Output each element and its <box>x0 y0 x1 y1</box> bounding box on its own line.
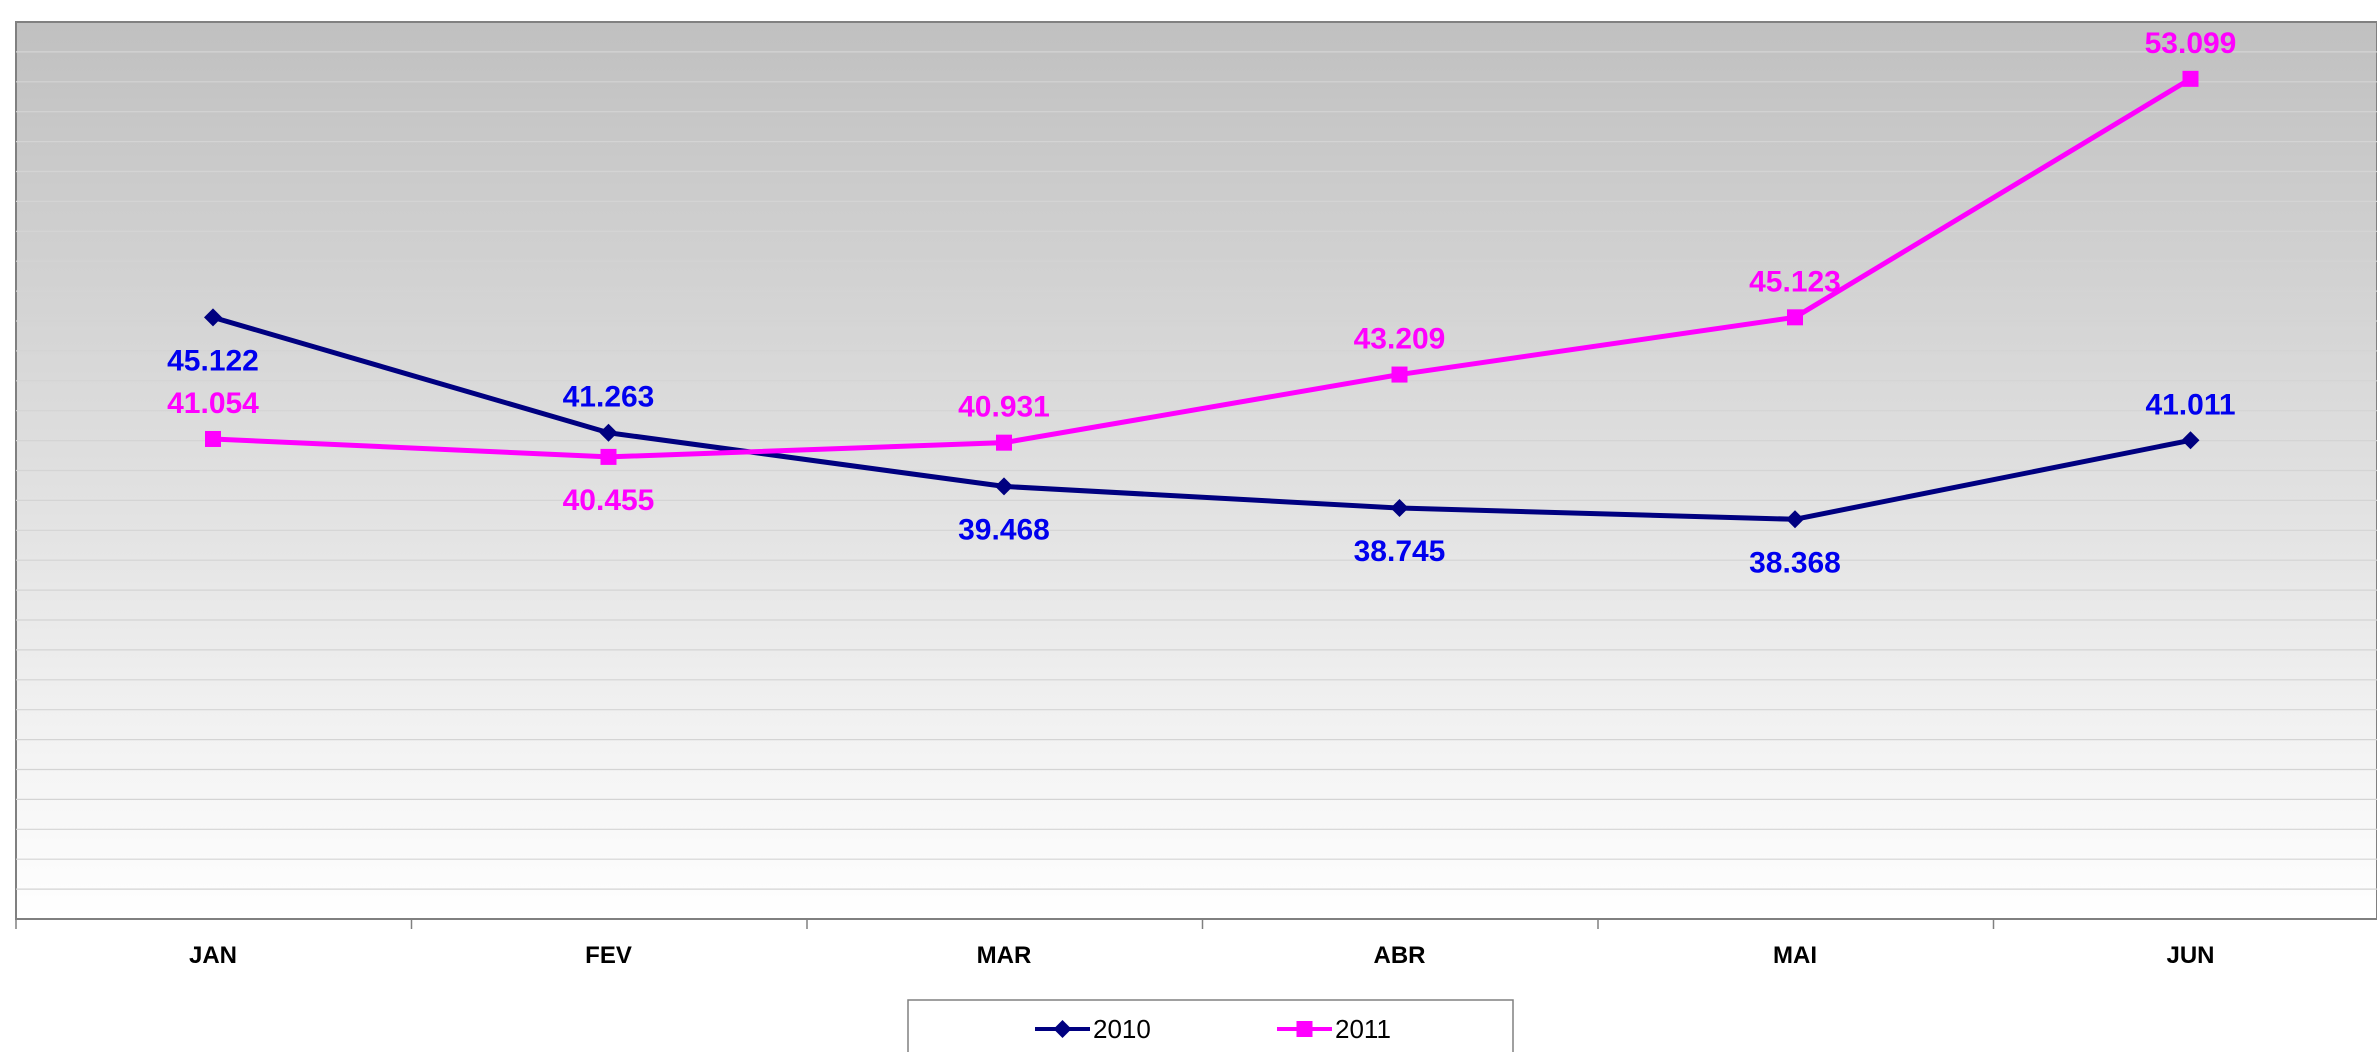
data-label: 39.468 <box>958 513 1050 546</box>
data-label: 53.099 <box>2145 27 2237 60</box>
data-label: 45.123 <box>1749 265 1841 298</box>
series-line-2010 <box>212 314 2191 522</box>
square-marker <box>1296 1021 1313 1037</box>
data-label: 38.745 <box>1354 535 1446 568</box>
x-tick-label: JUN <box>2166 942 2214 969</box>
diamond-marker <box>204 308 222 327</box>
data-label: 41.011 <box>2145 388 2235 421</box>
data-labels: 45.122 41.263 39.468 38.745 38.368 41.011 41.0… <box>167 27 2236 579</box>
square-marker <box>996 434 1012 451</box>
legend: 2010 2011 <box>907 999 1514 1052</box>
series-line-2011 <box>212 76 2192 460</box>
x-tick-label: MAR <box>977 942 1032 969</box>
diamond-marker <box>1390 499 1409 518</box>
series-layer <box>204 70 2200 529</box>
diamond-marker <box>599 423 618 442</box>
data-label: 40.455 <box>563 484 655 517</box>
data-label: 41.263 <box>563 381 655 414</box>
square-marker <box>1391 366 1408 383</box>
diamond-marker <box>2181 431 2200 450</box>
legend-label: 2011 <box>1335 1014 1391 1044</box>
diamond-marker <box>1786 510 1804 529</box>
data-label: 43.209 <box>1354 323 1446 356</box>
x-tick-label: JAN <box>189 942 237 969</box>
data-label: 38.368 <box>1749 546 1841 579</box>
diamond-marker <box>995 477 1013 496</box>
data-label: 41.054 <box>167 387 259 420</box>
square-marker <box>205 430 221 447</box>
x-tick-label: MAI <box>1773 942 1817 969</box>
diamond-marker <box>1053 1020 1072 1038</box>
square-marker <box>2182 70 2199 87</box>
data-label: 45.122 <box>167 344 259 377</box>
gridlines <box>16 51 2377 890</box>
square-marker <box>1787 309 1803 326</box>
data-label: 40.931 <box>958 391 1050 424</box>
square-marker <box>600 448 617 465</box>
legend-label: 2010 <box>1093 1014 1151 1044</box>
x-tick-label: ABR <box>1374 942 1426 969</box>
x-axis: JAN FEV MAR ABR MAI JUN <box>15 918 2377 969</box>
legend-box <box>907 999 1514 1052</box>
x-tick-label: FEV <box>585 942 632 969</box>
